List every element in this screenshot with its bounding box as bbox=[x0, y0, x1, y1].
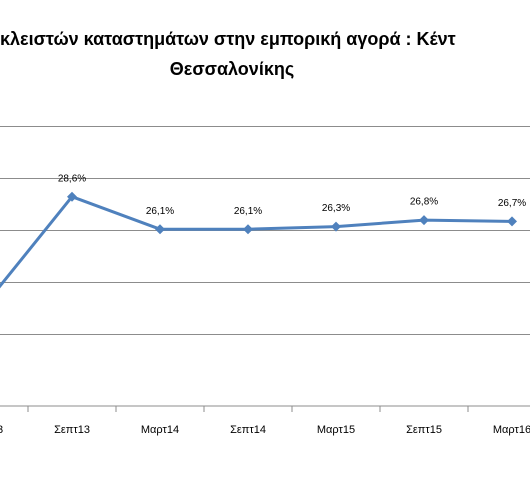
chart-title: Θεσσαλονίκης bbox=[170, 59, 294, 79]
data-label: 26,1% bbox=[146, 206, 174, 217]
marker bbox=[331, 221, 341, 232]
x-tick-label: Σεπτ13 bbox=[54, 424, 90, 436]
data-label: 26,3% bbox=[322, 203, 350, 214]
x-tick-label: Μαρτ16 bbox=[493, 424, 530, 436]
x-tick-label: Σεπτ15 bbox=[406, 424, 442, 436]
data-label: 28,6% bbox=[58, 173, 86, 184]
data-label: 26,7% bbox=[498, 198, 526, 209]
chart-title: κλειστών καταστημάτων στην εμπορική αγορ… bbox=[0, 29, 456, 49]
x-tick-label: Σεπτ14 bbox=[230, 424, 266, 436]
marker bbox=[155, 224, 165, 235]
marker bbox=[419, 215, 429, 226]
data-label: 26,8% bbox=[410, 197, 438, 208]
data-label: 26,1% bbox=[234, 206, 262, 217]
x-tick-label: Μαρτ14 bbox=[141, 424, 179, 436]
x-tick-label: Μαρτ15 bbox=[317, 424, 355, 436]
marker bbox=[67, 191, 77, 202]
marker bbox=[243, 224, 253, 235]
marker bbox=[507, 216, 517, 227]
x-tick-label: Μαρτ13 bbox=[0, 424, 3, 436]
